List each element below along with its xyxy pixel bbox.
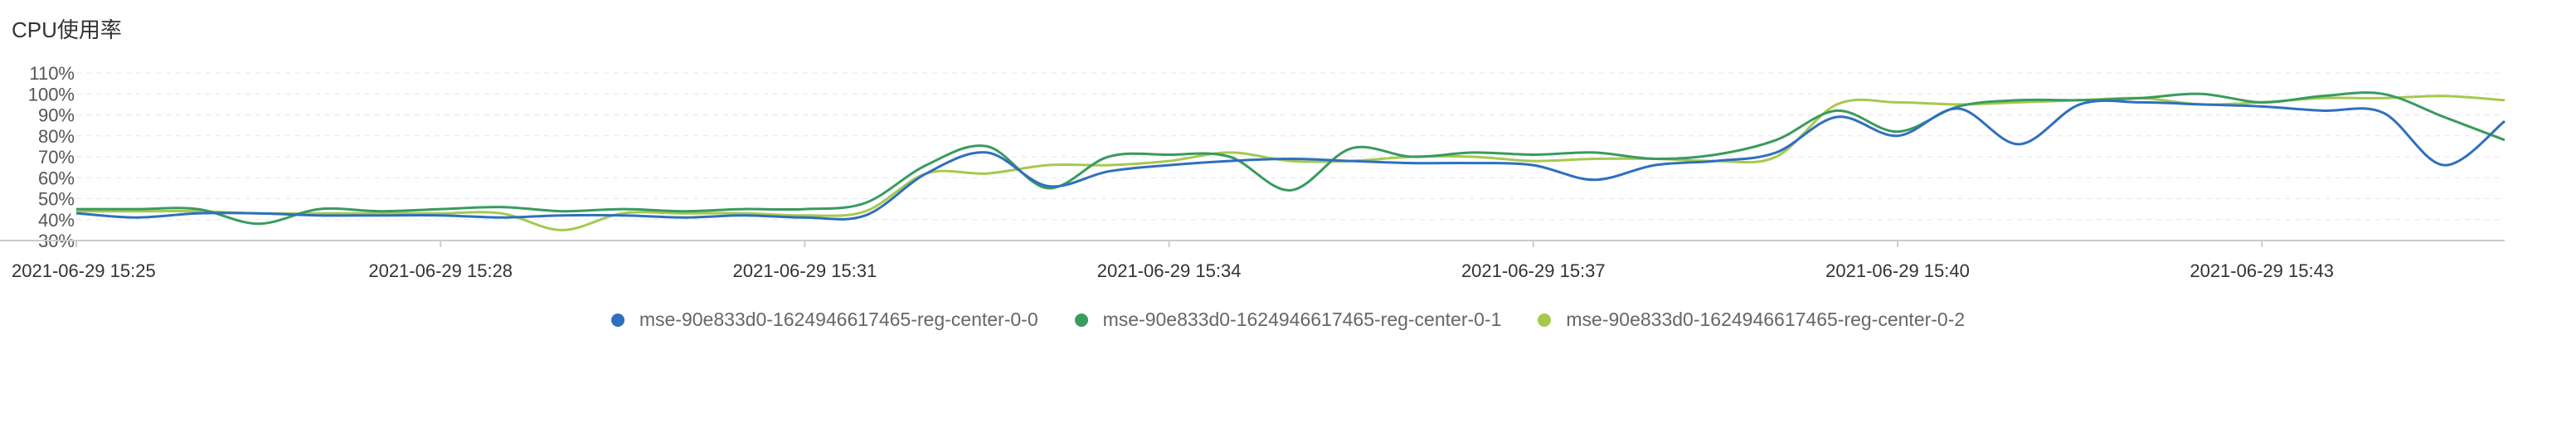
legend-item-2[interactable]: mse-90e833d0-1624946617465-reg-center-0-…: [1538, 309, 1965, 331]
series-line-0: [75, 99, 2506, 221]
x-tick-label: 2021-06-29 15:31: [733, 260, 877, 281]
y-tick-label: 50%: [38, 189, 75, 210]
chart-title: CPU使用率: [12, 17, 122, 42]
y-tick-label: 40%: [38, 210, 75, 231]
y-tick-label: 80%: [38, 126, 75, 147]
y-tick-label: 90%: [38, 105, 75, 126]
x-tick-label: 2021-06-29 15:37: [1461, 260, 1606, 281]
series-line-1: [75, 91, 2506, 226]
cpu-usage-line-chart: 30%40%50%60%70%80%90%100%110%2021-06-29 …: [0, 63, 2506, 281]
x-tick-label: 2021-06-29 15:43: [2190, 260, 2334, 281]
y-tick-label: 60%: [38, 168, 75, 188]
x-tick-label: 2021-06-29 15:25: [12, 260, 156, 281]
chart-legend: mse-90e833d0-1624946617465-reg-center-0-…: [0, 309, 2576, 331]
x-tick-label: 2021-06-29 15:34: [1097, 260, 1242, 281]
legend-item-0[interactable]: mse-90e833d0-1624946617465-reg-center-0-…: [610, 309, 1038, 331]
series-layer: [75, 91, 2506, 231]
x-tick-label: 2021-06-29 15:40: [1825, 260, 1970, 281]
legend-label: mse-90e833d0-1624946617465-reg-center-0-…: [1566, 309, 1966, 330]
legend-label: mse-90e833d0-1624946617465-reg-center-0-…: [639, 309, 1038, 330]
y-tick-label: 70%: [38, 147, 75, 168]
y-tick-label: 100%: [28, 84, 75, 105]
axis-layer: 30%40%50%60%70%80%90%100%110%2021-06-29 …: [0, 63, 2505, 281]
y-tick-label: 110%: [29, 63, 75, 84]
x-tick-label: 2021-06-29 15:28: [368, 260, 513, 281]
legend-dot-icon: [1538, 313, 1552, 327]
legend-label: mse-90e833d0-1624946617465-reg-center-0-…: [1102, 309, 1502, 330]
legend-dot-icon: [610, 313, 625, 327]
legend-dot-icon: [1074, 313, 1088, 327]
legend-item-1[interactable]: mse-90e833d0-1624946617465-reg-center-0-…: [1074, 309, 1502, 331]
